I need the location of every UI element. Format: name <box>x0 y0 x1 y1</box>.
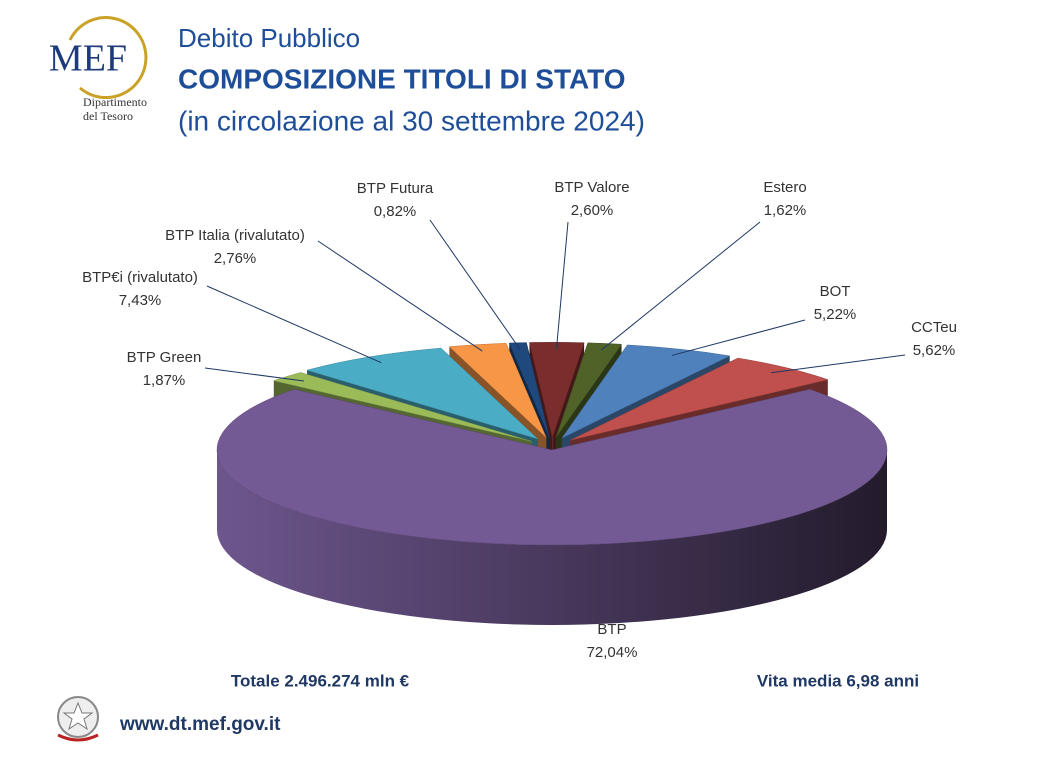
annotation: Vita media 6,98 anni <box>757 671 919 690</box>
value-label: 1,87% <box>143 372 186 389</box>
slice-label: BTP€i (rivalutato) <box>82 269 198 286</box>
slice-label: BTP <box>597 621 626 638</box>
slice <box>569 357 829 441</box>
value-label: 2,60% <box>571 202 614 219</box>
slice-label: CCTeu <box>911 319 957 336</box>
emblem <box>57 696 99 742</box>
slice <box>272 372 532 442</box>
slice <box>448 342 547 438</box>
slice-label: BTP Futura <box>357 180 434 197</box>
annotation: Totale 2.496.274 mln € <box>231 671 410 690</box>
leader-line <box>601 221 761 351</box>
value-label: 0,82% <box>374 203 417 220</box>
slice <box>561 344 731 439</box>
slice <box>216 389 888 546</box>
logo-line: del Tesoro <box>83 109 133 123</box>
slice <box>306 347 539 440</box>
slice-label: BTP Valore <box>554 179 629 196</box>
value-label: 5,62% <box>913 342 956 359</box>
slice-label: Estero <box>763 179 806 196</box>
value-label: 2,76% <box>214 250 257 267</box>
url[interactable]: www.dt.mef.gov.it <box>119 714 281 735</box>
pie: BTP 72,04% BTP Green 1,87% BTP€i (rivalutato… <box>82 179 957 661</box>
value-label: 5,22% <box>814 306 857 323</box>
chart-subtitle: (in circolazione al 30 settembre 2024) <box>178 105 645 136</box>
slice-wall <box>217 450 887 625</box>
leader-line <box>429 219 521 350</box>
logo-name: MEF <box>49 38 127 80</box>
chart-title: COMPOSIZIONE TITOLI DI STATO <box>178 63 626 94</box>
value-label: 1,62% <box>764 202 807 219</box>
logo-arc <box>68 16 148 99</box>
logo: MEF Dipartimento del Tesoro <box>49 16 148 123</box>
slice-label: BTP Green <box>127 349 202 366</box>
leader-line <box>771 354 906 374</box>
leader-line <box>317 240 483 352</box>
leader-line <box>204 367 304 382</box>
slice <box>508 342 550 438</box>
leader-line <box>555 221 569 349</box>
slice-label: BOT <box>820 283 851 300</box>
value-label: 72,04% <box>587 644 638 661</box>
kicker: Debito Pubblico <box>178 23 360 53</box>
value-label: 7,43% <box>119 292 162 309</box>
leader-line <box>206 285 382 364</box>
slice <box>555 342 623 438</box>
logo-line: Dipartimento <box>83 95 147 109</box>
slice-label: BTP Italia (rivalutato) <box>165 227 305 244</box>
leader-line <box>671 319 806 356</box>
